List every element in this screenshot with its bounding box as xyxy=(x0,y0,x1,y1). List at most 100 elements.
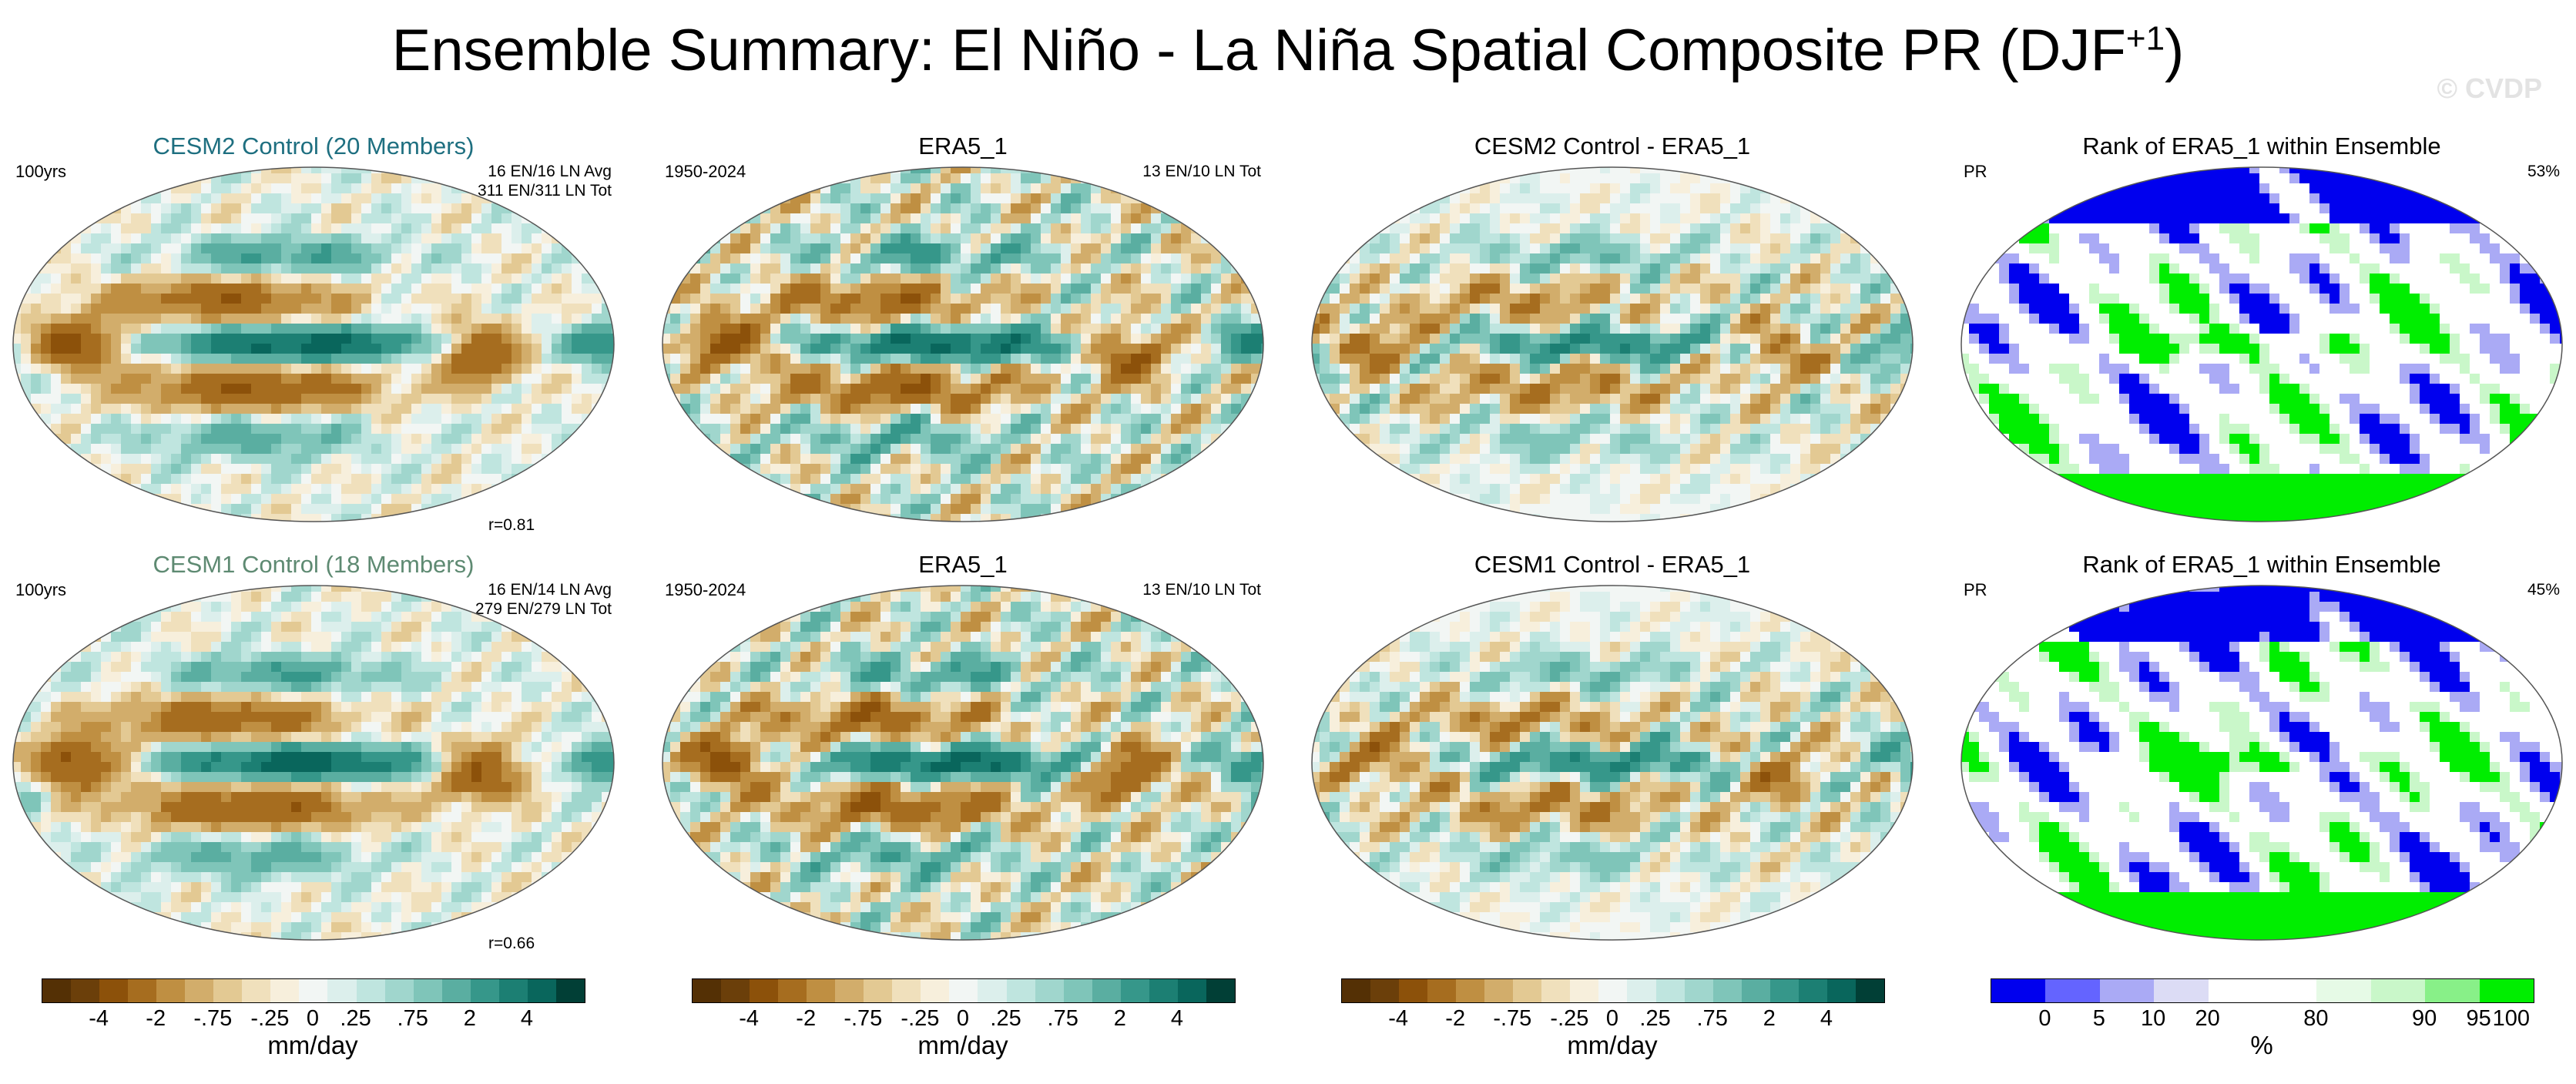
panel-rank-cesm2: Rank of ERA5_1 within Ensemble PR 53% xyxy=(1959,133,2564,549)
colorbar-tick-label: 10 xyxy=(2141,1006,2166,1031)
colorbar-swatch xyxy=(721,979,750,1002)
colorbar-swatch xyxy=(99,979,129,1002)
panel-left-label: 100yrs xyxy=(15,162,67,181)
colorbar-tick-label: 4 xyxy=(1820,1006,1833,1031)
colorbar-swatch xyxy=(1006,979,1035,1002)
colorbar-tick-label: -.25 xyxy=(901,1006,940,1031)
colorbar-swatch xyxy=(356,979,385,1002)
map-field xyxy=(13,167,614,522)
colorbar-tick-label: -4 xyxy=(1388,1006,1408,1031)
colorbar-tick-label: .25 xyxy=(1639,1006,1671,1031)
colorbar-swatch xyxy=(185,979,214,1002)
colorbar-tick-label: 2 xyxy=(1113,1006,1126,1031)
colorbar-swatches xyxy=(42,978,585,1003)
colorbar-swatch xyxy=(527,979,556,1002)
colorbar-tick-label: .75 xyxy=(397,1006,428,1031)
panel-correlation: r=0.66 xyxy=(488,935,535,952)
map-outline xyxy=(662,166,1264,522)
colorbar-swatch xyxy=(498,979,528,1002)
colorbar-swatch xyxy=(2045,979,2100,1002)
panel-title: ERA5_1 xyxy=(918,133,1008,159)
panel-title: ERA5_1 xyxy=(918,551,1008,578)
colorbar-swatch xyxy=(470,979,499,1002)
map-outline xyxy=(662,585,1264,941)
colorbar-tick-label: -.25 xyxy=(250,1006,290,1031)
panel-rank-cesm1: Rank of ERA5_1 within Ensemble PR 45% xyxy=(1959,551,2564,967)
panel-title: Rank of ERA5_1 within Ensemble xyxy=(2082,133,2441,159)
panel-cesm2-minus-era5: CESM2 Control - ERA5_1 xyxy=(1310,133,1915,549)
colorbar-swatch xyxy=(2479,979,2534,1002)
colorbar-swatch xyxy=(949,979,978,1002)
colorbar-swatch xyxy=(1769,979,1799,1002)
colorbar-tick-label: 4 xyxy=(1170,1006,1183,1031)
panel-right-label: 13 EN/10 LN Tot xyxy=(1142,581,1261,599)
colorbar-swatch xyxy=(2425,979,2480,1002)
colorbar-tick-label: -4 xyxy=(89,1006,109,1031)
panel-era5: ERA5_1 1950-2024 13 EN/10 LN Tot xyxy=(660,133,1266,549)
colorbar-swatch xyxy=(128,979,157,1002)
colorbar-swatch xyxy=(1513,979,1542,1002)
colorbar-mm-day: -4 -2 -.75 -.25 0 .25 .75 2 4 mm/day xyxy=(692,978,1246,1059)
panel-title: CESM2 Control (20 Members) xyxy=(153,133,475,159)
colorbar-swatch xyxy=(1092,979,1121,1002)
map-outline xyxy=(1311,585,1914,941)
colorbar-swatch xyxy=(693,979,722,1002)
colorbar-swatch xyxy=(864,979,893,1002)
panel-era5: ERA5_1 1950-2024 13 EN/10 LN Tot xyxy=(660,551,1266,967)
colorbar-percent: 0 5 10 20 80 90 95 100% xyxy=(1991,978,2545,1059)
colorbar-tick-label: 0 xyxy=(306,1006,320,1031)
map-heatmap xyxy=(1961,585,2563,941)
colorbar-swatch xyxy=(1684,979,1713,1002)
colorbar-swatch xyxy=(555,979,585,1002)
colorbar-swatch xyxy=(921,979,950,1002)
panel-right-label: 16 EN/14 LN Avg 279 EN/279 LN Tot xyxy=(475,581,612,618)
colorbar-swatch xyxy=(1342,979,1371,1002)
colorbar-swatch xyxy=(1035,979,1064,1002)
map-outline xyxy=(12,166,615,522)
colorbar-swatch xyxy=(1120,979,1149,1002)
map-heatmap xyxy=(662,585,1264,941)
panel-right-label: 53% xyxy=(2527,163,2560,180)
colorbar-swatch xyxy=(2316,979,2371,1002)
colorbar-swatch xyxy=(2262,979,2317,1002)
colorbar-swatch xyxy=(1991,979,2046,1002)
colorbar-mm-day: -4 -2 -.75 -.25 0 .25 .75 2 4 mm/day xyxy=(1341,978,1896,1059)
colorbar-swatch xyxy=(1541,979,1571,1002)
colorbar-swatch xyxy=(1627,979,1656,1002)
colorbar-tick-label: -.75 xyxy=(1493,1006,1532,1031)
panel-left-label: PR xyxy=(1964,162,1987,181)
panel-left-label: PR xyxy=(1964,580,1987,599)
colorbar-tick-label: -.75 xyxy=(193,1006,233,1031)
panel-title: CESM1 Control - ERA5_1 xyxy=(1474,551,1751,578)
colorbar-swatch xyxy=(778,979,807,1002)
cvdp-watermark: © CVDP xyxy=(2437,72,2542,104)
colorbar-swatch xyxy=(807,979,836,1002)
panel-cesm2-control: CESM2 Control (20 Members) 100yrs 16 EN/… xyxy=(11,133,616,549)
colorbar-tick-label: 4 xyxy=(520,1006,533,1031)
map-outline xyxy=(12,585,615,941)
panel-right-label: 16 EN/16 LN Avg 311 EN/311 LN Tot xyxy=(478,163,612,200)
colorbar-tick-label: -4 xyxy=(739,1006,759,1031)
figure-title: Ensemble Summary: El Niño - La Niña Spat… xyxy=(391,18,2185,83)
colorbar-tick-label: -2 xyxy=(146,1006,166,1031)
map-heatmap xyxy=(662,166,1264,522)
map-field xyxy=(1961,167,2562,522)
panel-left-label: 100yrs xyxy=(15,580,67,599)
colorbar-tick-label: -.75 xyxy=(844,1006,883,1031)
panel-correlation: r=0.81 xyxy=(488,516,535,534)
map-heatmap xyxy=(1961,166,2563,522)
colorbar-swatch xyxy=(1855,979,1884,1002)
colorbar-tick-label: 80 xyxy=(2303,1006,2329,1031)
colorbar-swatch xyxy=(1598,979,1628,1002)
colorbar-tick-label: 0 xyxy=(956,1006,970,1031)
colorbar-units: % xyxy=(2250,1031,2273,1059)
map-field xyxy=(1961,586,2562,940)
colorbar-tick-label: .25 xyxy=(990,1006,1021,1031)
colorbar-tick-label: -2 xyxy=(796,1006,817,1031)
colorbar-swatches xyxy=(1991,978,2534,1003)
colorbar-tick-label: -2 xyxy=(1445,1006,1466,1031)
colorbar-swatch xyxy=(270,979,300,1002)
map-field xyxy=(662,167,1263,522)
map-field xyxy=(1312,586,1913,940)
colorbar-swatch xyxy=(1206,979,1235,1002)
